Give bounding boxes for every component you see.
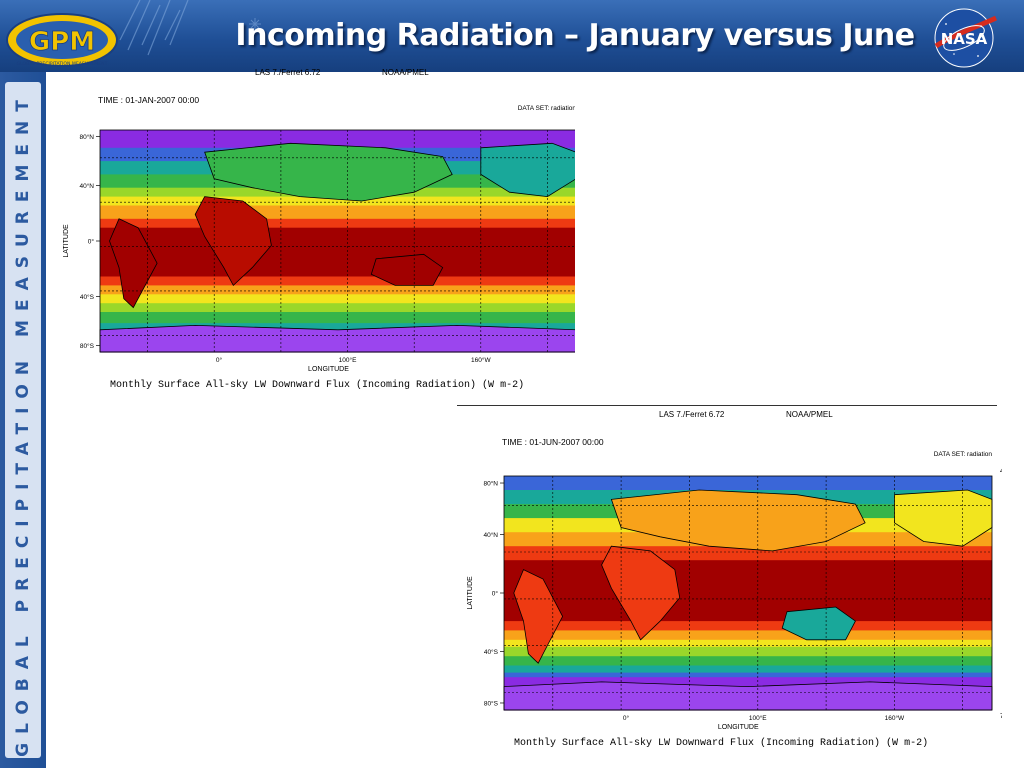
flux-band bbox=[504, 630, 992, 641]
flux-band bbox=[100, 276, 575, 286]
sidebar-strip bbox=[5, 82, 41, 758]
gpm-logo: GPM GLOBAL PRECIPITATION MEASUREMENT bbox=[6, 13, 118, 67]
lat-tick-label: 0° bbox=[492, 590, 499, 598]
north-america-shape bbox=[893, 489, 993, 547]
panel-separator bbox=[457, 405, 997, 406]
flux-band bbox=[504, 560, 992, 622]
flux-band bbox=[504, 672, 992, 678]
lon-tick-label: 0° bbox=[623, 714, 630, 722]
sidebar: GLOBAL PRECIPITATION MEASUREMENT bbox=[0, 72, 46, 768]
map-caption: Monthly Surface All-sky LW Downward Flux… bbox=[514, 737, 928, 749]
flux-band bbox=[504, 646, 992, 657]
lat-tick-label: 40°S bbox=[484, 648, 499, 656]
lat-tick-label: 40°N bbox=[79, 182, 94, 190]
eurasia-shape bbox=[204, 142, 453, 202]
lon-tick-label: 100°E bbox=[749, 714, 767, 722]
flux-band bbox=[100, 323, 575, 335]
flux-band bbox=[100, 312, 575, 324]
map-panel-january: LAS 7./Ferret 6.72 NOAA/PMEL TIME : 01-JAN… bbox=[63, 68, 575, 391]
south-america-shape bbox=[513, 569, 564, 664]
map-gridlines bbox=[504, 476, 992, 710]
y-axis-label: LATITUDE bbox=[63, 224, 70, 258]
colorbar-min-label: 79.45 bbox=[1000, 713, 1002, 720]
y-axis-label: LATITUDE bbox=[467, 576, 474, 610]
north-america-shape bbox=[480, 142, 575, 198]
australia-shape bbox=[370, 253, 444, 286]
flux-band bbox=[504, 665, 992, 674]
noaa-pmel-label: NOAA/PMEL bbox=[786, 410, 833, 419]
lat-tick-label: 0° bbox=[88, 238, 95, 246]
map-panel-june: LAS 7./Ferret 6.72 NOAA/PMEL TIME : 01-JUN… bbox=[467, 410, 1002, 749]
map-plot-area bbox=[503, 475, 993, 711]
flux-band bbox=[504, 621, 992, 632]
x-axis-label: LONGITUDE bbox=[308, 366, 349, 373]
flux-band bbox=[100, 130, 575, 149]
flux-band bbox=[100, 294, 575, 304]
lat-tick-label: 80°N bbox=[79, 133, 94, 141]
gpm-logo-text: GPM bbox=[29, 27, 95, 57]
australia-shape bbox=[781, 606, 856, 641]
sidebar-vertical-text: GLOBAL PRECIPITATION MEASUREMENT bbox=[13, 91, 33, 757]
colorbar-max-label: 447.9 bbox=[1000, 468, 1002, 475]
map-caption: Monthly Surface All-sky LW Downward Flux… bbox=[110, 379, 524, 391]
dataset-label: DATA SET: radiation bbox=[934, 451, 993, 458]
flux-band bbox=[100, 205, 575, 220]
x-axis-label: LONGITUDE bbox=[718, 724, 759, 731]
lon-tick-label: 0° bbox=[216, 356, 223, 364]
flux-band bbox=[504, 476, 992, 491]
flux-band bbox=[504, 639, 992, 648]
time-label: TIME : 01-JUN-2007 00:00 bbox=[502, 437, 604, 447]
las-ferret-label: LAS 7./Ferret 6.72 bbox=[659, 410, 725, 419]
lat-tick-label: 80°S bbox=[484, 699, 499, 707]
lat-tick-label: 40°N bbox=[483, 531, 498, 539]
lon-tick-label: 160°W bbox=[885, 714, 905, 722]
lat-tick-label: 80°N bbox=[483, 480, 498, 488]
map-plot-area bbox=[99, 129, 575, 353]
noaa-pmel-label: NOAA/PMEL bbox=[382, 68, 429, 77]
rain-streaks-decoration bbox=[119, 0, 261, 56]
flux-band bbox=[100, 285, 575, 295]
lat-tick-label: 40°S bbox=[80, 293, 95, 301]
antarctica-shape bbox=[99, 324, 575, 353]
header-bar: GPM GLOBAL PRECIPITATION MEASUREMENT Inc… bbox=[0, 0, 1024, 72]
las-ferret-label: LAS 7./Ferret 6.72 bbox=[255, 68, 321, 77]
lon-tick-label: 160°W bbox=[471, 356, 491, 364]
flux-band bbox=[100, 218, 575, 229]
continent-shapes bbox=[99, 142, 575, 353]
time-label: TIME : 01-JAN-2007 00:00 bbox=[98, 95, 199, 105]
flux-band bbox=[100, 196, 575, 207]
dataset-label: DATA SET: radiation bbox=[518, 105, 575, 112]
map-gridlines bbox=[100, 130, 575, 352]
lat-tick-label: 80°S bbox=[80, 342, 95, 350]
flux-band bbox=[100, 303, 575, 313]
page-title: Incoming Radiation – January versus June bbox=[235, 18, 915, 53]
lon-tick-label: 100°E bbox=[339, 356, 357, 364]
nasa-logo-text: NASA bbox=[941, 30, 988, 48]
south-america-shape bbox=[109, 218, 158, 309]
flux-band bbox=[100, 227, 575, 278]
gpm-logo-ring-text: GLOBAL PRECIPITATION MEASUREMENT bbox=[17, 61, 108, 67]
nasa-meatball-logo: NASA bbox=[934, 8, 998, 68]
flux-band bbox=[504, 656, 992, 667]
